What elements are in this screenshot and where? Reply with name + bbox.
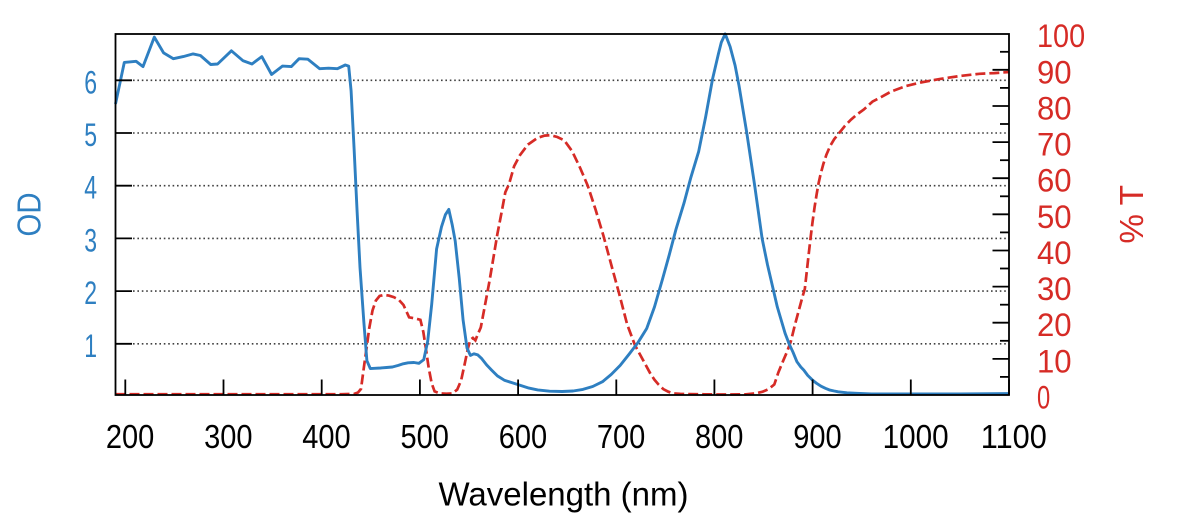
svg-text:OD: OD	[11, 193, 48, 237]
svg-text:5: 5	[84, 117, 97, 153]
svg-text:700: 700	[597, 418, 645, 455]
svg-text:4: 4	[84, 170, 97, 206]
svg-text:200: 200	[106, 418, 154, 455]
svg-text:Wavelength (nm): Wavelength (nm)	[439, 476, 689, 513]
svg-text:30: 30	[1037, 271, 1072, 307]
svg-text:600: 600	[499, 418, 547, 455]
svg-text:50: 50	[1037, 199, 1072, 235]
svg-text:900: 900	[793, 418, 841, 455]
svg-text:400: 400	[302, 418, 350, 455]
svg-text:800: 800	[695, 418, 743, 455]
svg-text:20: 20	[1037, 307, 1072, 343]
svg-text:3: 3	[84, 222, 97, 258]
svg-text:1000: 1000	[883, 418, 949, 455]
svg-text:1: 1	[84, 328, 97, 364]
svg-text:10: 10	[1037, 343, 1072, 379]
svg-text:70: 70	[1037, 127, 1072, 163]
svg-text:300: 300	[204, 418, 252, 455]
svg-text:80: 80	[1037, 91, 1072, 127]
svg-text:2: 2	[84, 275, 97, 311]
svg-text:90: 90	[1037, 54, 1072, 90]
svg-text:40: 40	[1037, 235, 1072, 271]
svg-text:500: 500	[401, 418, 449, 455]
svg-text:% T: % T	[1113, 185, 1150, 244]
svg-text:1100: 1100	[981, 418, 1047, 455]
svg-text:6: 6	[84, 64, 97, 100]
svg-text:100: 100	[1037, 18, 1085, 54]
svg-text:0: 0	[1037, 380, 1050, 416]
svg-text:60: 60	[1037, 163, 1072, 199]
